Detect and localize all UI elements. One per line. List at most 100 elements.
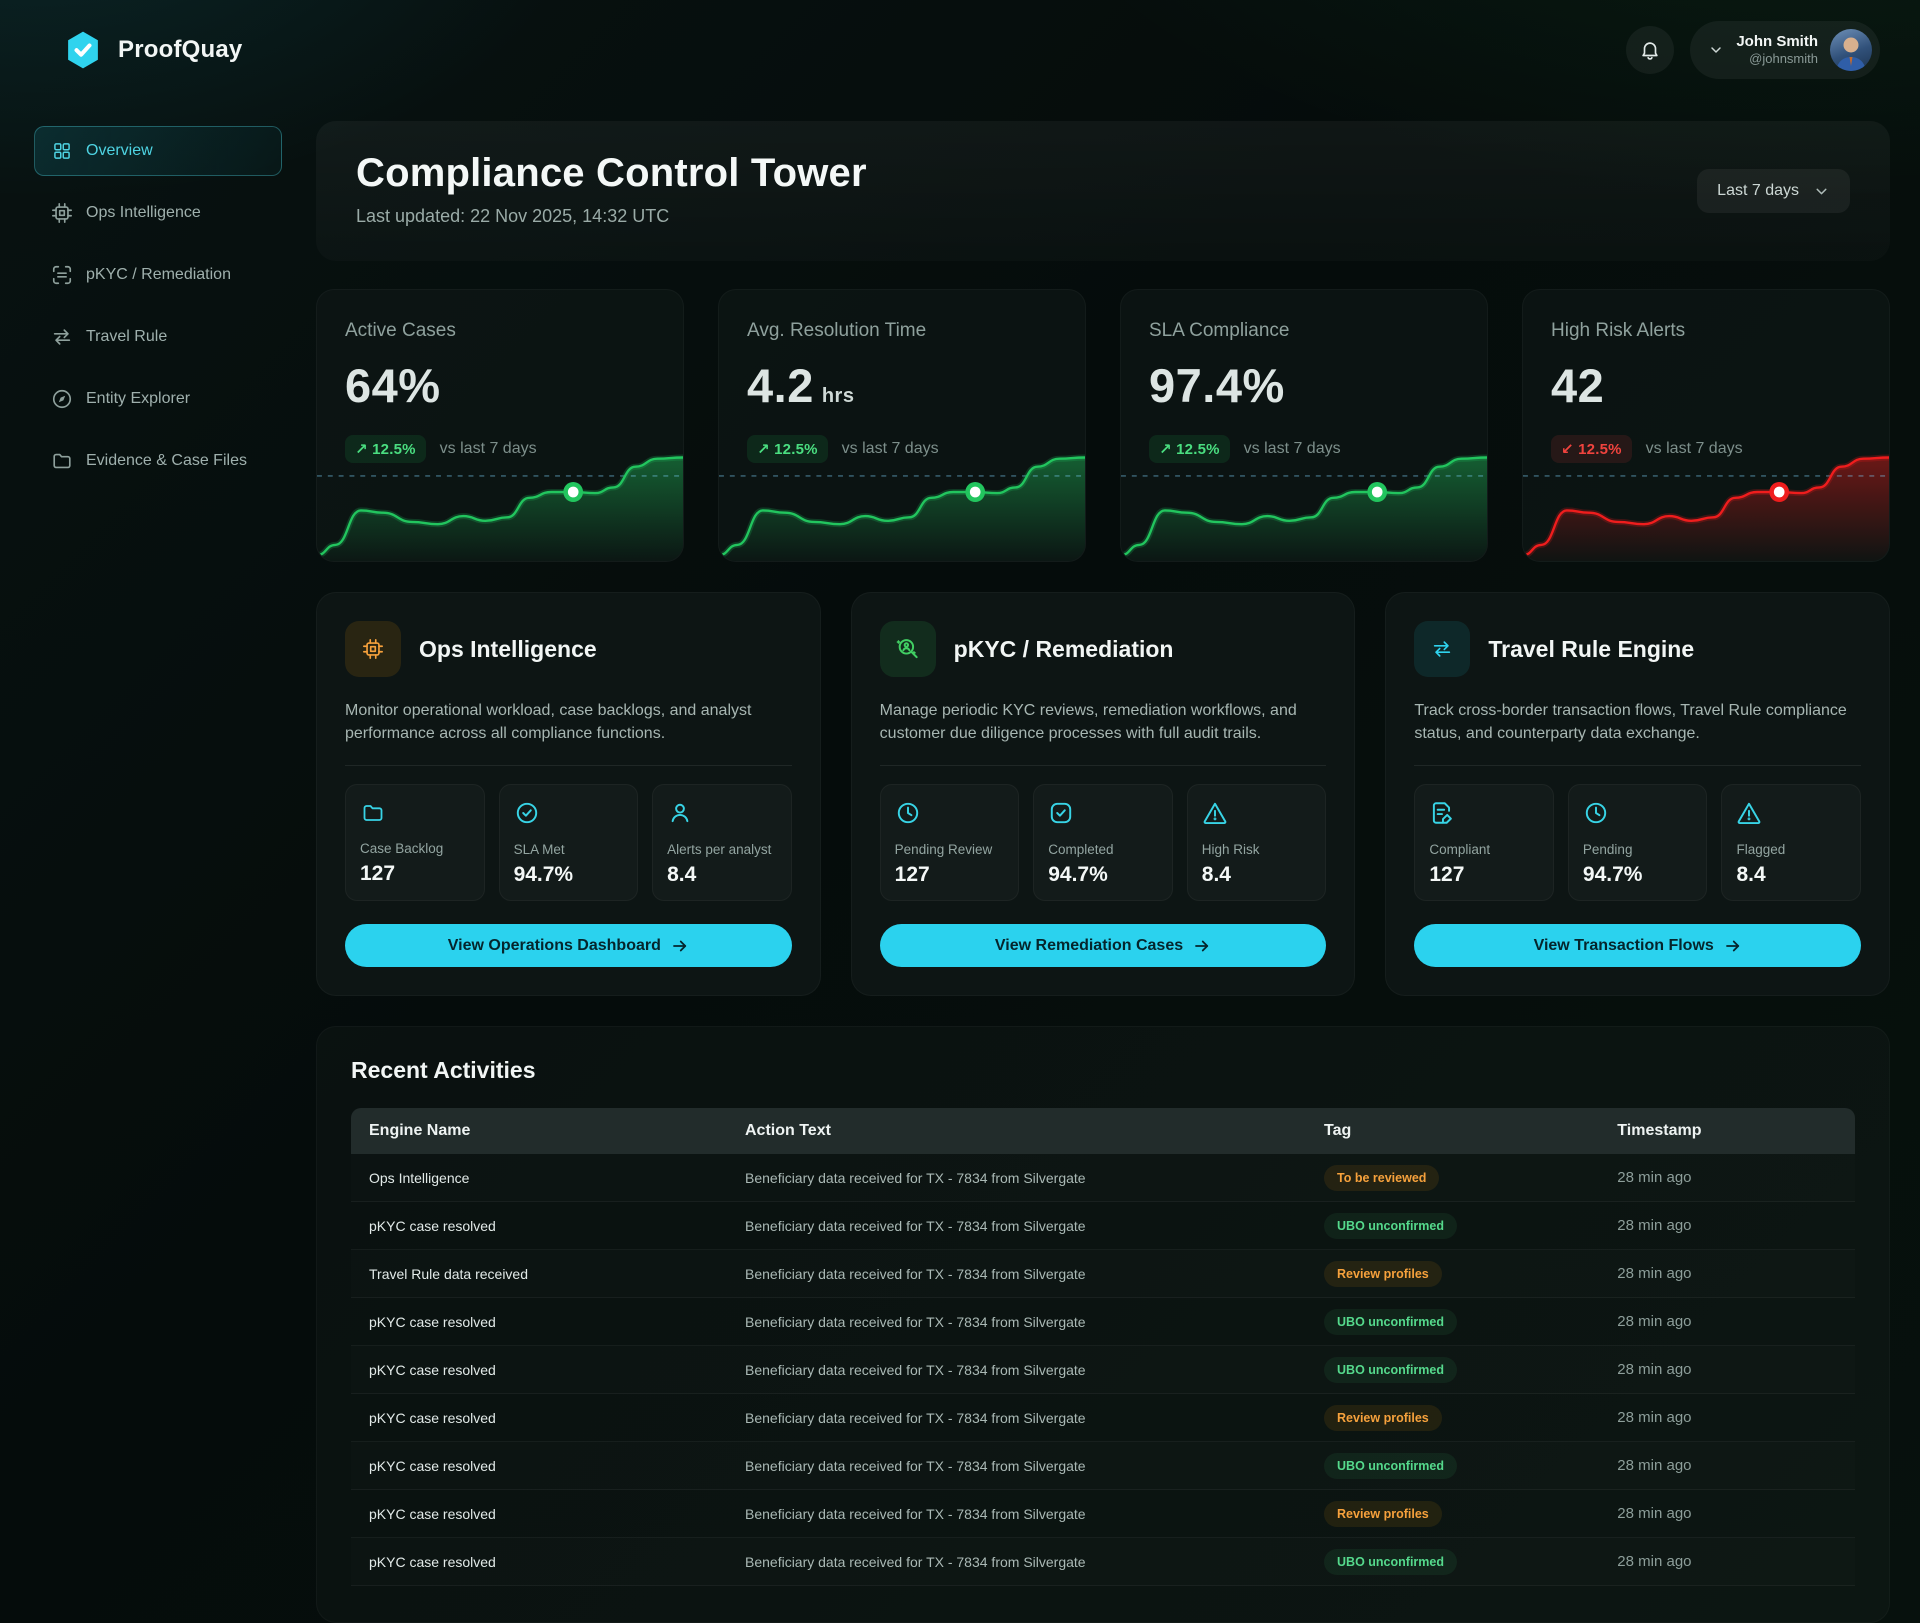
module-description: Track cross-border transaction flows, Tr… xyxy=(1414,699,1862,767)
table-row[interactable]: pKYC case resolved Beneficiary data rece… xyxy=(351,1346,1855,1395)
kpi-delta-badge: ↗ 12.5% xyxy=(747,435,828,463)
brand-name: ProofQuay xyxy=(118,36,243,63)
shell: Overview Ops Intelligence pKYC / Remedia… xyxy=(0,100,1920,1623)
cell-action-text: Beneficiary data received for TX - 7834 … xyxy=(745,1265,1086,1282)
folder-icon xyxy=(360,800,386,826)
stat-label: Compliant xyxy=(1429,842,1491,858)
brand-logo[interactable]: ProofQuay xyxy=(62,27,242,73)
kpi-value: 97.4% xyxy=(1149,359,1285,412)
stat-label: Case Backlog xyxy=(360,841,444,857)
sidebar-item-entity-explorer[interactable]: Entity Explorer xyxy=(34,374,282,424)
sidebar-item-travel-rule[interactable]: Travel Rule xyxy=(34,312,282,362)
sidebar-item-label: pKYC / Remediation xyxy=(86,266,231,283)
user-name: John Smith xyxy=(1736,32,1818,50)
status-badge: UBO unconfirmed xyxy=(1324,1356,1457,1383)
table-row[interactable]: Ops Intelligence Beneficiary data receiv… xyxy=(351,1154,1855,1203)
stat-label: SLA Met xyxy=(513,842,565,858)
check-circle-icon xyxy=(514,800,540,826)
sidebar-item-label: Travel Rule xyxy=(86,328,168,345)
activities-table-body: Ops Intelligence Beneficiary data receiv… xyxy=(351,1154,1855,1587)
table-row[interactable]: pKYC case resolved Beneficiary data rece… xyxy=(351,1442,1855,1491)
cell-engine-name: pKYC case resolved xyxy=(369,1505,496,1522)
table-row[interactable]: pKYC case resolved Beneficiary data rece… xyxy=(351,1490,1855,1539)
compass-icon xyxy=(51,388,73,410)
cell-engine-name: pKYC case resolved xyxy=(369,1361,496,1378)
module-description: Monitor operational workload, case backl… xyxy=(345,699,792,767)
page-header: Compliance Control Tower Last updated: 2… xyxy=(316,121,1890,261)
arrow-right-icon xyxy=(1724,937,1742,955)
kpi-value: 64% xyxy=(345,359,441,412)
cta-label: View Transaction Flows xyxy=(1533,936,1714,954)
notifications-button[interactable] xyxy=(1626,26,1675,74)
transfer-icon xyxy=(51,326,73,348)
cell-engine-name: pKYC case resolved xyxy=(369,1217,496,1234)
cpu-icon xyxy=(345,621,401,677)
grid-icon xyxy=(51,140,73,162)
folder-icon xyxy=(51,450,73,472)
kpi-compare-label: vs last 7 days xyxy=(841,440,939,457)
column-header-tag: Tag xyxy=(1324,1122,1352,1140)
module-row: Ops Intelligence Monitor operational wor… xyxy=(316,592,1891,997)
view-remediation-cases-button[interactable]: View Remediation Cases xyxy=(879,924,1327,968)
transfer-icon xyxy=(1414,621,1471,677)
top-actions: John Smith @johnsmith xyxy=(1626,21,1880,79)
module-stat-tile: Alerts per analyst 8.4 xyxy=(652,784,792,902)
sidebar-item-evidence-case-files[interactable]: Evidence & Case Files xyxy=(34,436,282,486)
cell-timestamp: 28 min ago xyxy=(1617,1553,1692,1571)
view-transaction-flows-button[interactable]: View Transaction Flows xyxy=(1414,924,1862,968)
cell-engine-name: pKYC case resolved xyxy=(369,1313,496,1330)
module-stats: Case Backlog 127 SLA Met 94.7% Alerts pe… xyxy=(345,784,792,902)
table-row[interactable]: pKYC case resolved Beneficiary data rece… xyxy=(351,1394,1855,1443)
cell-timestamp: 28 min ago xyxy=(1617,1361,1692,1379)
page-title: Compliance Control Tower xyxy=(356,151,867,195)
module-stats: Pending Review 127 Completed 94.7% High … xyxy=(879,784,1327,902)
chevron-down-icon xyxy=(1708,42,1724,58)
cell-engine-name: pKYC case resolved xyxy=(369,1457,496,1474)
status-badge: Review profiles xyxy=(1324,1260,1442,1287)
kpi-card-active-cases: Active Cases 64% ↗ 12.5% vs last 7 days xyxy=(316,289,684,562)
kpi-compare-label: vs last 7 days xyxy=(439,440,537,457)
module-stat-tile: Case Backlog 127 xyxy=(345,784,485,902)
stat-label: Alerts per analyst xyxy=(667,842,772,858)
date-range-selector[interactable]: Last 7 days xyxy=(1697,169,1850,213)
avatar xyxy=(1830,29,1872,71)
status-badge: UBO unconfirmed xyxy=(1324,1308,1457,1335)
last-updated: Last updated: 22 Nov 2025, 14:32 UTC xyxy=(356,206,670,226)
table-row[interactable]: Travel Rule data received Beneficiary da… xyxy=(351,1250,1855,1299)
view-operations-dashboard-button[interactable]: View Operations Dashboard xyxy=(345,924,792,968)
module-stat-tile: Flagged 8.4 xyxy=(1721,784,1862,902)
kpi-sparkline xyxy=(1121,454,1487,561)
kpi-unit: hrs xyxy=(821,385,855,407)
table-row[interactable]: pKYC case resolved Beneficiary data rece… xyxy=(351,1538,1855,1587)
sidebar-item-ops-intelligence[interactable]: Ops Intelligence xyxy=(34,188,282,238)
clock-icon xyxy=(895,800,921,826)
stat-value: 127 xyxy=(360,862,396,886)
stat-label: Flagged xyxy=(1736,842,1786,858)
cell-timestamp: 28 min ago xyxy=(1617,1457,1692,1475)
date-range-label: Last 7 days xyxy=(1717,182,1799,199)
status-badge: To be reviewed xyxy=(1324,1164,1440,1191)
kpi-label: Active Cases xyxy=(345,320,456,341)
cell-timestamp: 28 min ago xyxy=(1617,1169,1692,1187)
module-stat-tile: Pending Review 127 xyxy=(879,784,1020,902)
check-square-icon xyxy=(1048,800,1074,826)
table-row[interactable]: pKYC case resolved Beneficiary data rece… xyxy=(351,1298,1855,1347)
table-row[interactable]: pKYC case resolved Beneficiary data rece… xyxy=(351,1202,1855,1251)
module-stat-tile: High Risk 8.4 xyxy=(1186,784,1327,902)
user-icon xyxy=(667,800,693,826)
sidebar-item-overview[interactable]: Overview xyxy=(34,126,282,176)
kpi-card-sla-compliance: SLA Compliance 97.4% ↗ 12.5% vs last 7 d… xyxy=(1120,289,1488,562)
sidebar-item-label: Ops Intelligence xyxy=(86,204,201,221)
cell-action-text: Beneficiary data received for TX - 7834 … xyxy=(745,1553,1086,1570)
chevron-down-icon xyxy=(1813,183,1830,200)
cell-action-text: Beneficiary data received for TX - 7834 … xyxy=(745,1409,1086,1426)
file-pen-icon xyxy=(1429,800,1455,826)
top-bar: ProofQuay John Smith @johnsmith xyxy=(0,0,1920,100)
kpi-compare-label: vs last 7 days xyxy=(1645,440,1743,457)
activities-table-header: Engine Name Action Text Tag Timestamp xyxy=(351,1108,1855,1155)
user-menu[interactable]: John Smith @johnsmith xyxy=(1690,21,1880,79)
column-header-action-text: Action Text xyxy=(745,1122,831,1140)
sidebar-item-pkyc-remediation[interactable]: pKYC / Remediation xyxy=(34,250,282,300)
arrow-right-icon xyxy=(1193,937,1211,955)
